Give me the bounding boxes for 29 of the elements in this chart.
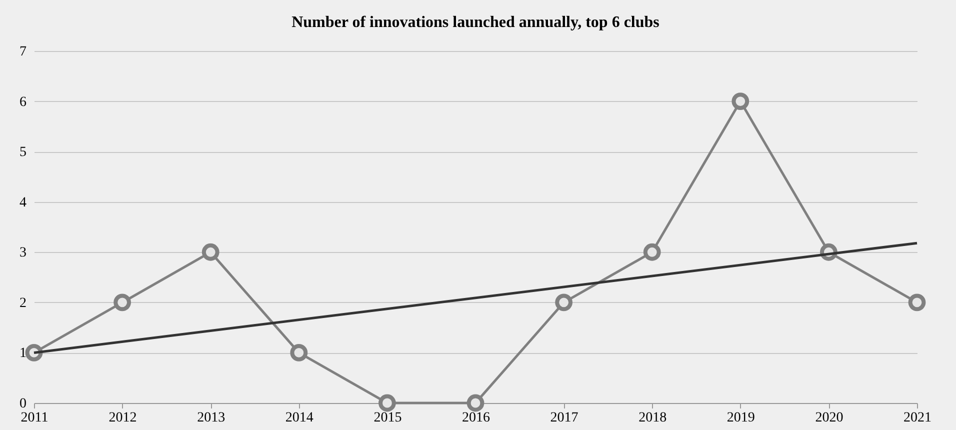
- x-tick-label: 2013: [197, 410, 226, 426]
- point: [466, 394, 484, 412]
- y-tick-label: 1: [20, 346, 26, 362]
- point: [202, 243, 220, 261]
- point: [114, 294, 132, 312]
- x-tick-label: 2016: [462, 410, 490, 426]
- x-tick-label: 2014: [285, 410, 314, 426]
- point: [908, 294, 926, 312]
- point: [643, 243, 661, 261]
- x-tick-label: 2012: [108, 410, 137, 426]
- chart-title: Number of innovations launched annually, top 6 clubs: [292, 14, 660, 31]
- x-tick-label: 2011: [20, 410, 48, 426]
- point: [555, 294, 573, 312]
- y-tick-label: 4: [20, 195, 26, 210]
- y-tick-label: 5: [20, 145, 26, 160]
- x-tick-label: 2018: [638, 410, 667, 426]
- x-tick-label: 2019: [726, 410, 755, 426]
- x-tick-label: 2015: [374, 410, 402, 426]
- point: [732, 92, 750, 110]
- y-tick-label: 6: [20, 94, 26, 110]
- x-tick-label: 2020: [815, 410, 844, 426]
- x-tick-label: 2017: [550, 410, 578, 426]
- y-tick-label: 2: [20, 296, 26, 311]
- point: [290, 344, 308, 362]
- point: [378, 394, 396, 412]
- y-tick-label: 7: [20, 44, 26, 60]
- y-tick-label: 3: [20, 246, 26, 261]
- y-tick-label: 0: [20, 396, 26, 412]
- x-tick-label: 2021: [904, 410, 932, 426]
